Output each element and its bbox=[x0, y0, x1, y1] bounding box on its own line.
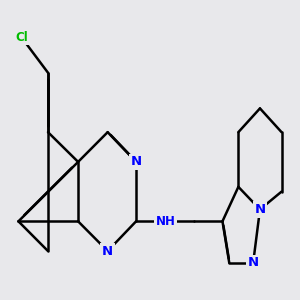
Text: NH: NH bbox=[156, 215, 176, 228]
Text: N: N bbox=[102, 244, 113, 258]
Text: N: N bbox=[130, 155, 142, 168]
Text: N: N bbox=[248, 256, 259, 269]
Text: N: N bbox=[254, 203, 266, 216]
Text: Cl: Cl bbox=[15, 31, 28, 44]
